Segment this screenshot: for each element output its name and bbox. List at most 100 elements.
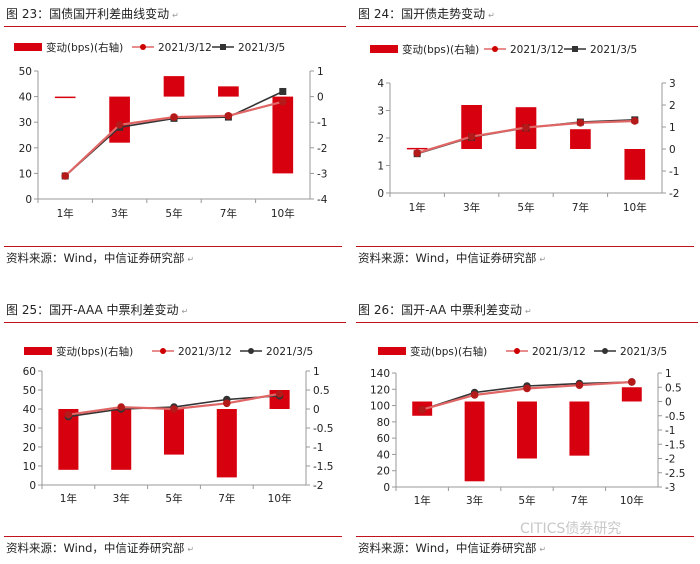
bar-change [461, 105, 482, 149]
legend-label: 变动(bps)(右轴) [56, 345, 133, 358]
legend-label: 2021/3/5 [266, 346, 313, 358]
chart-2-plot: 变动(bps)(右轴) 2021/3/12 2021/3/5 0 1 2 3 4 -2 -1 0 1 2… [370, 43, 679, 214]
bar-change [111, 409, 132, 470]
legend-label: 2021/3/12 [158, 42, 212, 54]
left-tick-label: 3 [377, 106, 384, 118]
left-tick-label: 20 [377, 466, 390, 478]
chart-source: 资料来源：Wind，中信证券研究部 ↵ [6, 541, 195, 555]
legend-label: 变动(bps)(右轴) [402, 43, 479, 56]
left-tick-label: 40 [377, 449, 390, 461]
legend-marker [160, 348, 166, 354]
left-tick-label: 50 [19, 66, 32, 78]
chart-title: 图 23：国债国开利差曲线变动 ↵ [4, 0, 346, 27]
chart-source: 资料来源：Wind，中信证券研究部 ↵ [358, 541, 547, 555]
right-tick-label: -3 [317, 168, 327, 180]
right-tick-label: -2 [665, 454, 675, 466]
right-tick-label: -3 [665, 482, 675, 494]
chart-panel-2: 图 24：国开债走势变动 ↵ 变动(bps)(右轴) 2021/3/12 2021/3… [356, 0, 698, 265]
series-marker [522, 123, 530, 132]
series-marker [631, 117, 639, 125]
bar-change [517, 401, 537, 459]
right-tick-label: 1 [665, 368, 672, 380]
legend-marker [140, 44, 146, 50]
legend-marker [572, 46, 578, 52]
legend-marker [248, 348, 254, 354]
series-marker [467, 132, 476, 141]
series-marker [523, 384, 531, 393]
category-label: 5年 [517, 201, 534, 214]
right-tick-label: -1 [665, 425, 675, 437]
series-marker [279, 87, 287, 95]
bar-change [163, 409, 185, 455]
right-tick-label: -2 [313, 480, 323, 492]
right-tick-label: -4 [317, 194, 328, 206]
category-label: 5年 [165, 207, 182, 220]
series-line [64, 90, 284, 177]
legend-bar-swatch [14, 43, 42, 51]
right-tick-label: -1 [313, 442, 323, 454]
left-tick-label: 2 [377, 133, 384, 145]
series-marker [576, 119, 585, 127]
left-tick-label: 10 [19, 168, 32, 180]
chart-3-plot: 变动(bps)(右轴) 2021/3/12 2021/3/5010203040506… [23, 345, 334, 505]
right-tick-label: 0 [317, 92, 324, 104]
left-tick-label: 30 [23, 423, 36, 435]
left-tick-label: 50 [23, 385, 36, 397]
category-label: 1年 [414, 494, 431, 507]
right-tick-label: 0 [665, 397, 672, 409]
left-tick-label: 60 [23, 366, 36, 378]
legend-bar-swatch [378, 347, 406, 355]
bar-change [163, 76, 185, 97]
left-tick-label: 40 [19, 92, 32, 104]
series-marker [170, 405, 178, 413]
category-label: 7年 [572, 201, 589, 214]
category-label: 1年 [60, 492, 77, 505]
series-marker [115, 120, 124, 129]
bar-change [464, 401, 485, 482]
category-label: 7年 [220, 207, 237, 220]
chart-source: 资料来源：Wind，中信证券研究部 ↵ [358, 251, 547, 265]
bar-change [218, 86, 239, 97]
bar-change [272, 96, 294, 174]
legend-marker [220, 44, 226, 50]
right-tick-label: -0.5 [665, 411, 686, 423]
series-marker [628, 378, 636, 386]
left-tick-label: 40 [23, 404, 36, 416]
right-tick-label: -0.5 [313, 423, 334, 435]
bar-change [216, 409, 237, 478]
series-marker [279, 97, 287, 106]
left-tick-label: 140 [370, 368, 390, 380]
right-tick-label: -2.5 [665, 468, 686, 480]
right-tick-label: -1 [317, 117, 327, 129]
category-label: 10年 [271, 207, 295, 220]
right-tick-label: 1 [317, 66, 324, 78]
bar-change [406, 147, 428, 150]
right-tick-label: -1 [669, 166, 679, 178]
legend-label: 2021/3/5 [620, 346, 667, 358]
right-tick-label: -1.5 [665, 439, 686, 451]
chart-4-plot: 变动(bps)(右轴) 2021/3/12 2021/3/5020406080100… [370, 345, 686, 507]
category-label: 3年 [466, 494, 483, 507]
right-tick-label: 0.5 [665, 382, 682, 394]
category-label: 5年 [165, 492, 182, 505]
bar-change [569, 401, 590, 456]
series-marker [275, 390, 284, 398]
bar-change [624, 149, 646, 180]
chart-panel-3: 图 25：国开-AAA 中票利差变动 ↵ 变动(bps)(右轴) 2021/3/12… [4, 296, 346, 555]
legend-label: 变动(bps)(右轴) [410, 345, 487, 358]
right-tick-label: 1 [669, 122, 676, 134]
legend-marker [492, 46, 498, 52]
series-marker [117, 403, 125, 411]
legend-label: 2021/3/12 [532, 346, 586, 358]
right-tick-label: 0.5 [313, 385, 330, 397]
series-marker [413, 149, 421, 157]
legend-marker [602, 348, 608, 354]
series-marker [170, 113, 178, 121]
legend-bar-swatch [370, 45, 398, 53]
series-marker [470, 391, 479, 399]
bar-change [54, 96, 76, 99]
left-tick-label: 0 [377, 188, 384, 200]
left-tick-label: 1 [377, 161, 384, 173]
legend-label: 2021/3/5 [238, 42, 285, 54]
watermark: CITICS债券研究 [520, 521, 622, 537]
